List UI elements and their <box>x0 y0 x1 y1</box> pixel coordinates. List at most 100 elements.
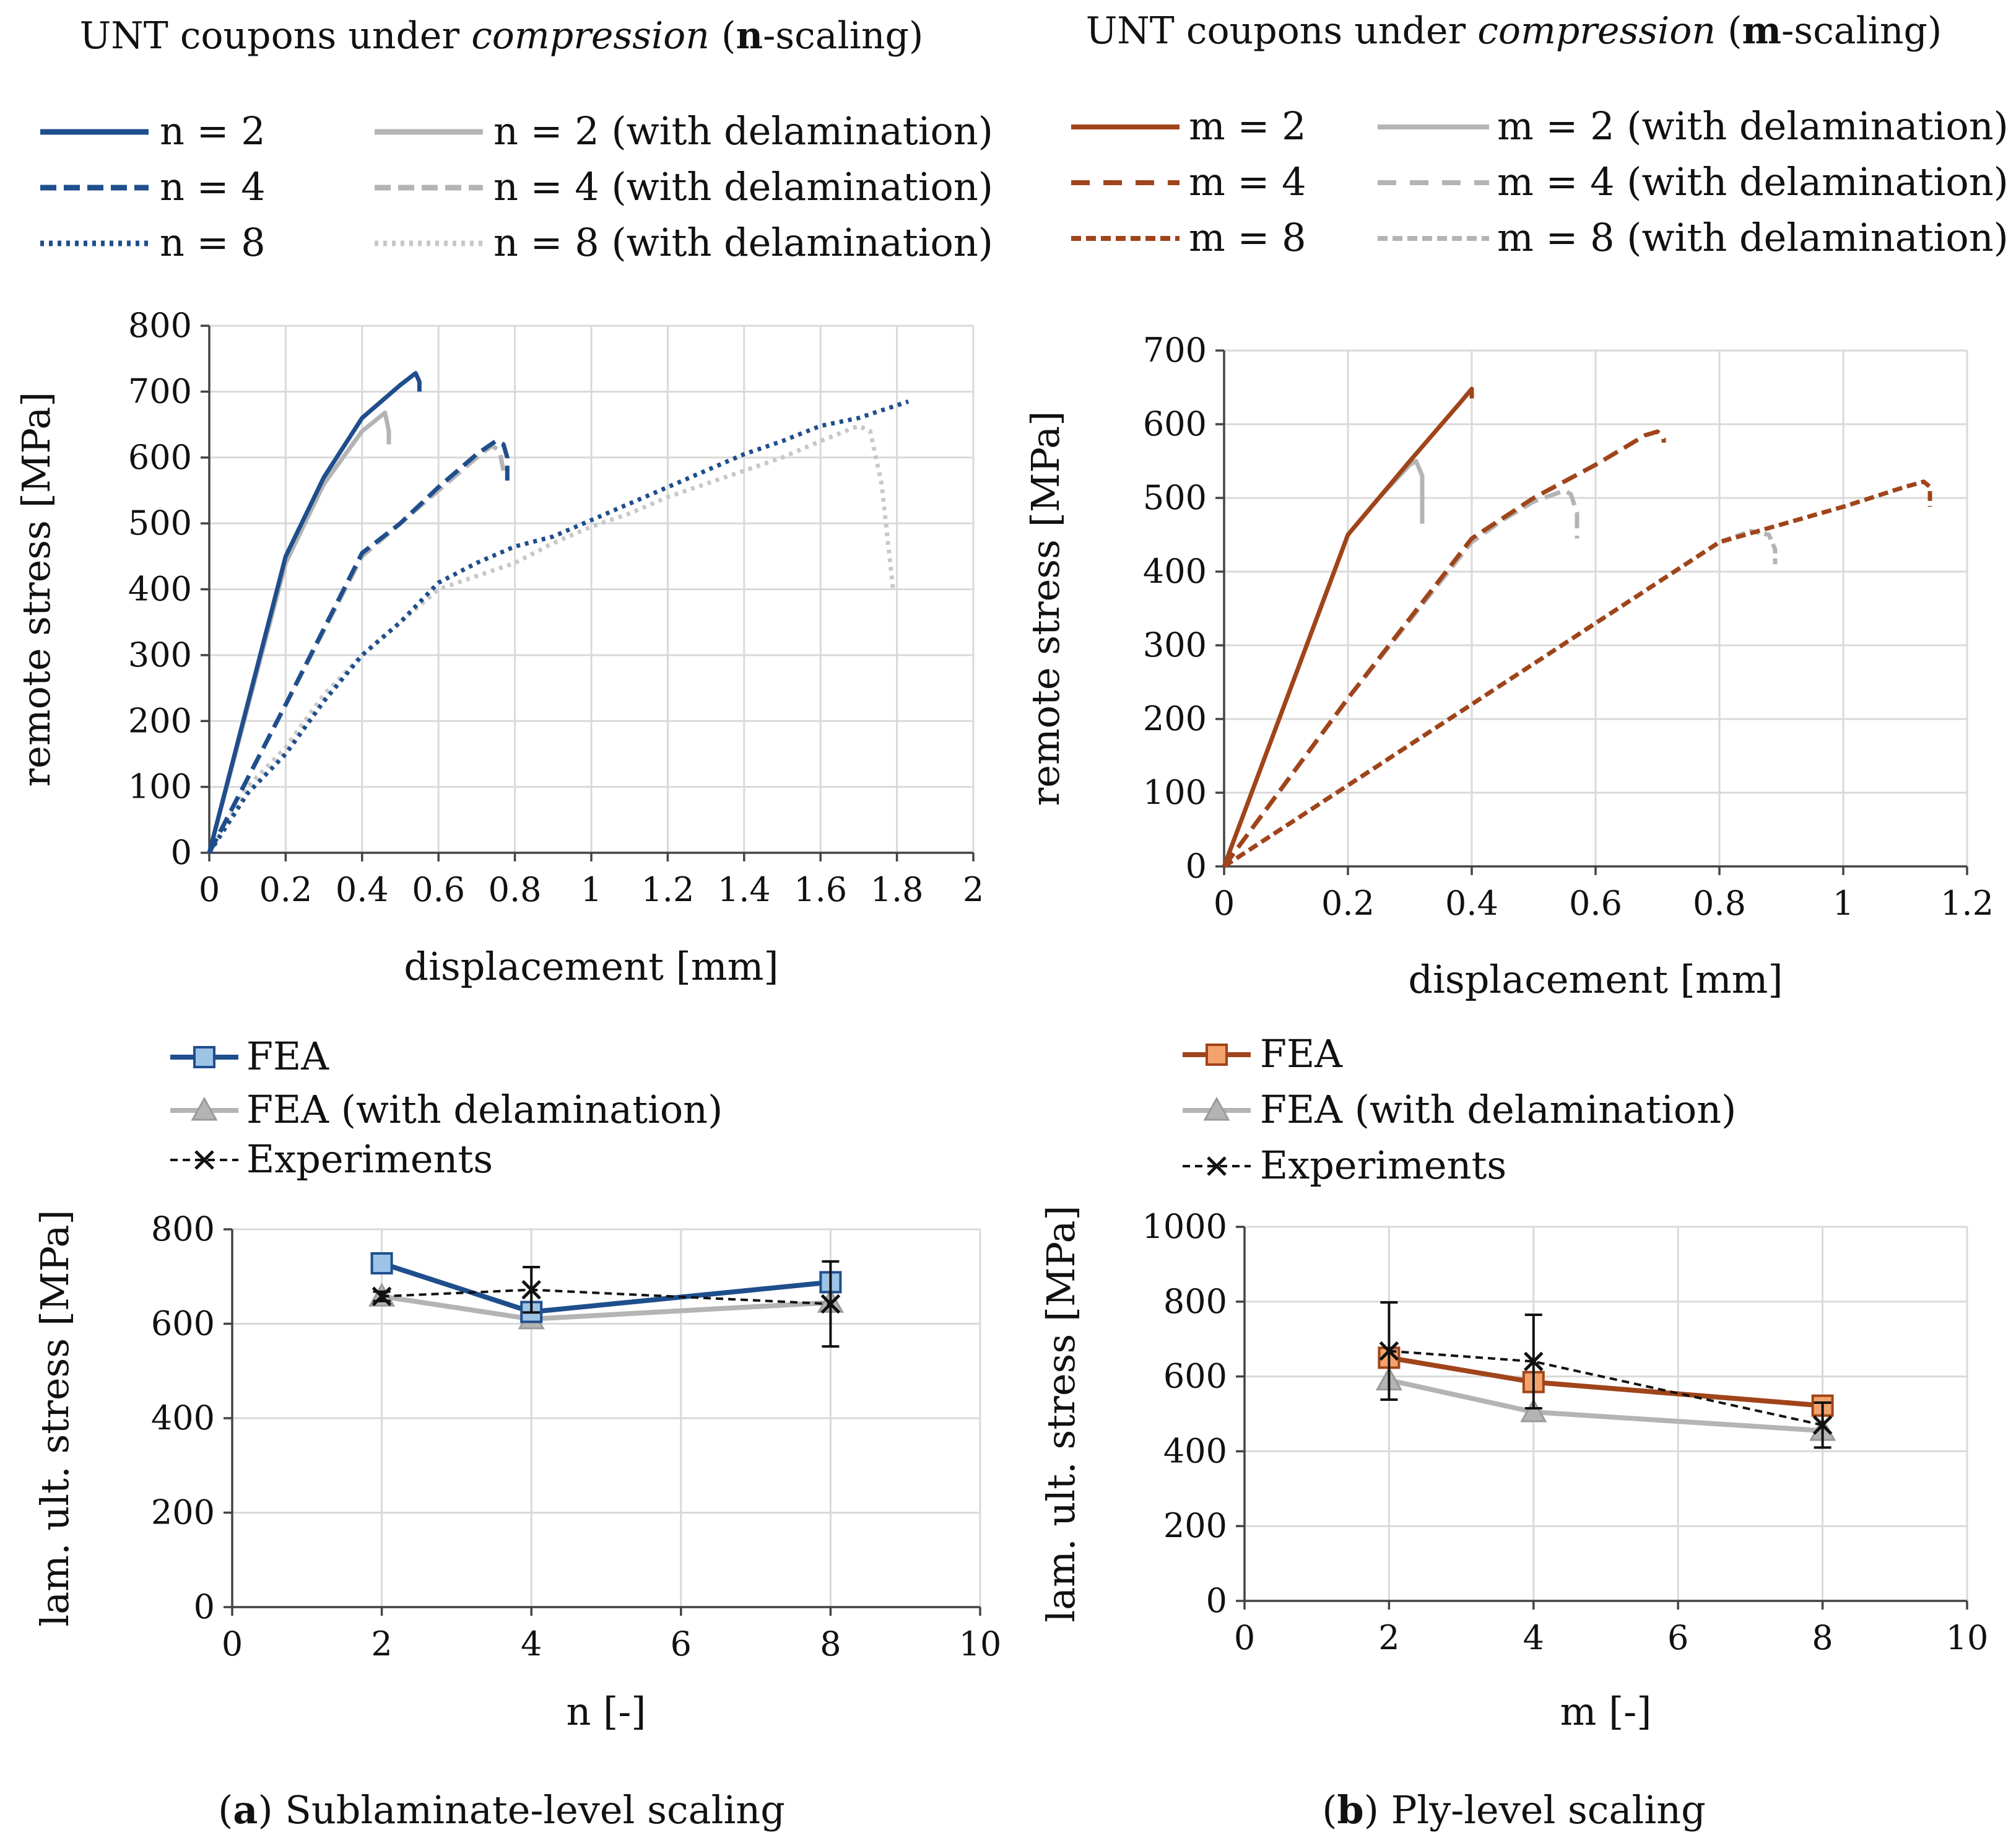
y-tick-label: 0 <box>194 1587 215 1626</box>
x-tick-label: 0.8 <box>489 870 542 909</box>
x-tick-label: 0.2 <box>1321 884 1375 923</box>
chart-b-ult-stress: 0 2 4 6 8 10 0 200 400 600 800 1000 m [-] lam. ult. s… <box>1038 1205 1988 1734</box>
data-point <box>521 1279 541 1300</box>
x-tick-label: 8 <box>820 1624 841 1663</box>
legend-b-top-label-m8-delam: m = 8 (with delamination) <box>1497 215 2009 260</box>
y-axis-label: lam. ult. stress [MPa] <box>32 1209 77 1626</box>
y-tick-label: 300 <box>128 635 192 674</box>
y-tick-label: 100 <box>128 767 192 806</box>
x-tick-label: 10 <box>1946 1618 1989 1657</box>
chart-a-ult-stress: 0 2 4 6 8 10 0 200 400 600 800 n [-] lam. ult. stres… <box>32 1209 1001 1734</box>
x-tick-label: 2 <box>963 870 984 909</box>
x-axis-label: displacement [mm] <box>1408 957 1783 1002</box>
series-line <box>1223 529 1778 868</box>
data-point <box>1524 1351 1544 1372</box>
chart-a-displacement: 0 0.2 0.4 0.6 0.8 1 1.2 1.4 1.6 1.8 2 0 100 200 300 400… <box>14 306 984 989</box>
legend-a-top-label-n2: n = 2 <box>160 108 266 154</box>
legend-a-bottom-marker-exp <box>194 1150 214 1170</box>
y-tick-label: 700 <box>128 372 192 411</box>
x-tick-label: 0.6 <box>412 870 465 909</box>
y-tick-label: 600 <box>1143 404 1207 443</box>
series-line <box>207 399 910 854</box>
x-tick-label: 1.6 <box>794 870 847 909</box>
legend-a-bottom-label-exp: Experiments <box>246 1136 493 1182</box>
legend-a-bottom-marker-fea <box>193 1046 215 1068</box>
caption-b-text: (b) Ply-level scaling <box>1322 1787 1706 1833</box>
y-tick-label: 800 <box>128 306 192 345</box>
legend-a-top: n = 2 n = 4 n = 8 n = 2 (with delaminati… <box>40 108 993 265</box>
y-tick-label: 400 <box>151 1398 215 1437</box>
legend-b-bottom-label-exp: Experiments <box>1260 1143 1506 1188</box>
x-tick-label: 0 <box>222 1624 243 1663</box>
y-tick-label: 200 <box>128 701 192 740</box>
x-tick-label: 4 <box>1523 1618 1544 1657</box>
legend-a-bottom-label-fea: FEA <box>246 1034 329 1079</box>
y-tick-label: 0 <box>1206 1581 1227 1620</box>
x-tick-label: 0.2 <box>259 870 312 909</box>
series-line <box>381 1288 831 1305</box>
legend-a-top-label-n4: n = 4 <box>160 164 266 209</box>
x-tick-label: 0.8 <box>1693 884 1746 923</box>
series-line <box>207 424 895 854</box>
legend-b-bottom-label-fea: FEA <box>1260 1031 1343 1076</box>
series-line <box>1222 459 1425 868</box>
legend-b-top: m = 2 m = 4 m = 8 m = 2 (with delaminati… <box>1071 103 2009 260</box>
x-axis-label: displacement [mm] <box>404 944 778 989</box>
legend-b-bottom-marker-fea <box>1206 1044 1228 1066</box>
x-tick-label: 1 <box>1833 884 1854 923</box>
y-tick-label: 600 <box>128 438 192 477</box>
data-point <box>370 1252 393 1275</box>
x-tick-label: 0 <box>1234 1618 1255 1657</box>
y-tick-label: 500 <box>128 503 192 543</box>
series-line <box>1222 429 1666 868</box>
legend-a-top-label-n2-delam: n = 2 (with delamination) <box>493 108 993 154</box>
legend-a-top-label-n8: n = 8 <box>160 220 266 265</box>
legend-a-top-label-n4-delam: n = 4 (with delamination) <box>493 164 993 209</box>
y-tick-label: 200 <box>1143 699 1207 738</box>
chart-b-displacement: 0 0.2 0.4 0.6 0.8 1 1.2 0 100 200 300 400 500 600 700 d… <box>1023 331 1994 1002</box>
x-tick-label: 6 <box>1667 1618 1688 1657</box>
data-point <box>371 1286 392 1307</box>
x-tick-label: 0.4 <box>1445 884 1498 923</box>
x-axis-label: m [-] <box>1560 1689 1652 1734</box>
legend-b-top-label-m2-delam: m = 2 (with delamination) <box>1497 103 2009 149</box>
series-line <box>1388 1355 1823 1408</box>
y-tick-label: 800 <box>151 1209 215 1249</box>
legend-b-bottom: FEA FEA (with delamination) Experiments <box>1183 1031 1736 1188</box>
series-line <box>207 443 506 854</box>
series-line <box>1223 479 1932 868</box>
x-tick-label: 6 <box>671 1624 692 1663</box>
panel-a-title: UNT coupons under compression (n-scaling… <box>80 14 924 58</box>
series-line <box>207 438 510 854</box>
legend-b-bottom-marker-fea-delam <box>1203 1096 1230 1121</box>
series-line <box>207 371 422 853</box>
x-tick-label: 10 <box>959 1624 1002 1663</box>
y-tick-label: 800 <box>1163 1282 1227 1321</box>
y-tick-label: 200 <box>1163 1506 1227 1545</box>
x-tick-label: 1.2 <box>1940 884 1994 923</box>
legend-a-top-label-n8-delam: n = 8 (with delamination) <box>493 220 993 265</box>
legend-a-bottom-marker-fea-delam <box>191 1096 218 1121</box>
x-tick-label: 0.4 <box>336 870 389 909</box>
x-tick-label: 1.2 <box>641 870 694 909</box>
x-tick-label: 2 <box>1378 1618 1399 1657</box>
y-tick-label: 400 <box>1163 1431 1227 1470</box>
y-axis-label: lam. ult. stress [MPa] <box>1038 1205 1084 1622</box>
y-axis-label: remote stress [MPa] <box>1023 411 1068 806</box>
y-tick-label: 500 <box>1143 478 1207 517</box>
x-tick-label: 1 <box>581 870 602 909</box>
data-point <box>1812 1415 1833 1435</box>
y-tick-label: 0 <box>1186 847 1207 886</box>
x-tick-label: 8 <box>1812 1618 1833 1657</box>
y-tick-label: 200 <box>151 1493 215 1532</box>
y-tick-label: 400 <box>1143 552 1207 591</box>
legend-b-top-label-m4: m = 4 <box>1189 159 1306 204</box>
legend-b-bottom-marker-exp <box>1207 1156 1227 1176</box>
series-line <box>1222 488 1579 868</box>
legend-b-top-label-m8: m = 8 <box>1189 215 1306 260</box>
x-tick-label: 2 <box>371 1624 392 1663</box>
x-tick-label: 1.8 <box>871 870 924 909</box>
data-point <box>1379 1341 1399 1361</box>
x-tick-label: 1.4 <box>718 870 771 909</box>
legend-b-top-label-m4-delam: m = 4 (with delamination) <box>1497 159 2009 204</box>
